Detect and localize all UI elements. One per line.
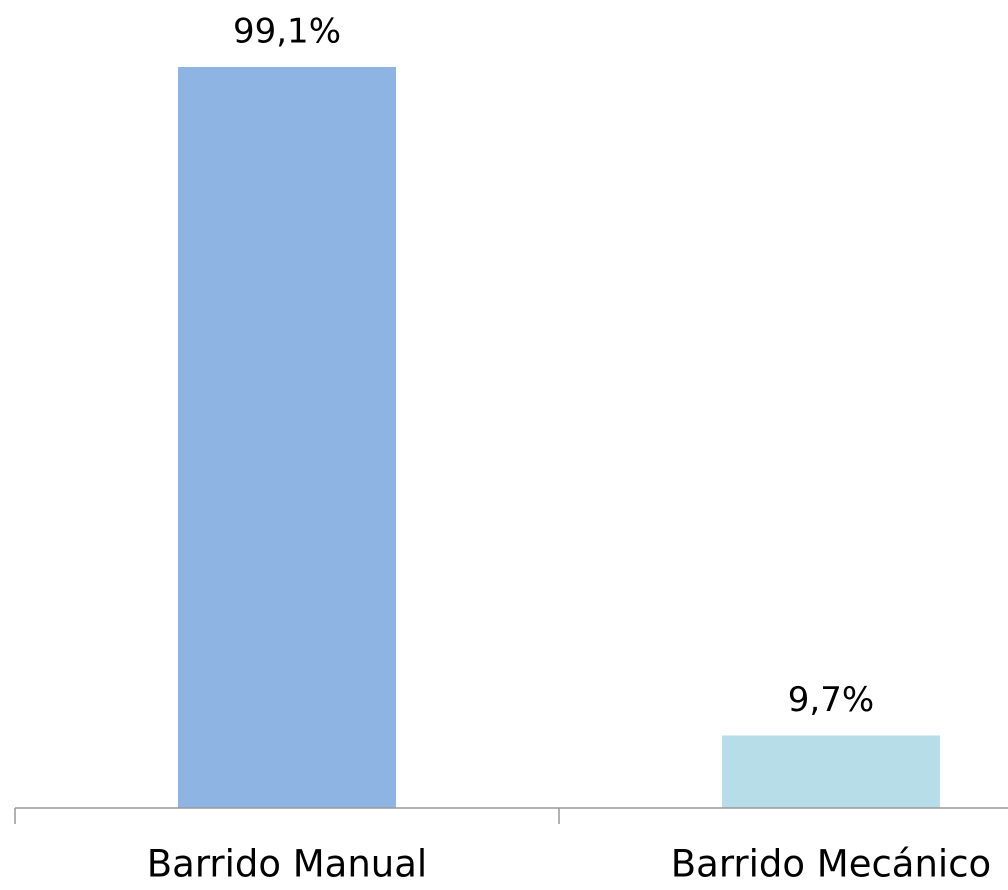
bar <box>178 67 396 808</box>
x-tick-label: Barrido Manual <box>147 843 427 886</box>
value-label: 9,7% <box>788 680 874 720</box>
bar <box>722 735 940 808</box>
value-label: 99,1% <box>233 12 341 52</box>
x-tick-label: Barrido Mecánico <box>671 843 991 886</box>
